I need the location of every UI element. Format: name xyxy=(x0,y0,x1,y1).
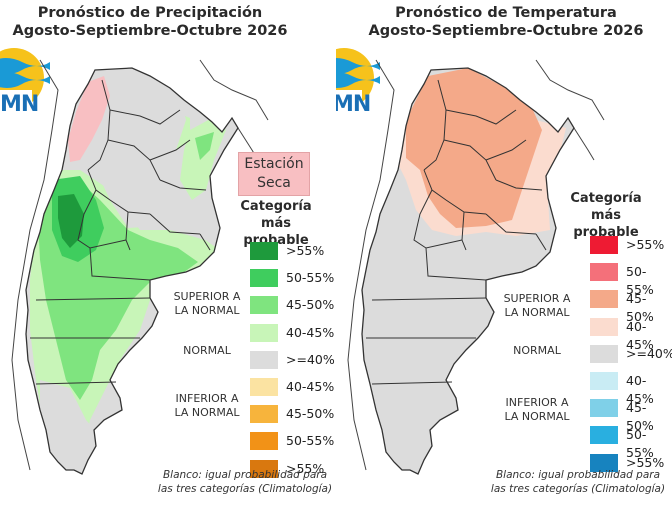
dry-season-line2: Seca xyxy=(257,175,291,191)
temp-legend-swatch-label: >55% xyxy=(626,454,665,470)
precip-legend-swatch xyxy=(250,269,278,288)
temp-superior-label: SUPERIOR A LA NORMAL xyxy=(502,292,572,320)
precip-legend-title-line1: Categoría más xyxy=(240,199,312,231)
temp-footnote-line2: las tres categorías (Climatología) xyxy=(490,483,666,495)
smn-logo-text: MN xyxy=(0,92,39,117)
smn-logo-icon xyxy=(0,48,50,112)
temperature-province-borders xyxy=(361,67,575,475)
precip-footnote-line1: Blanco: igual probabilidad para xyxy=(162,469,328,481)
precip-legend-swatch-label: 40-45% xyxy=(286,379,335,394)
temperature-title: Pronóstico de Temperatura Agosto-Septiem… xyxy=(338,4,672,40)
smn-logo-right: MN xyxy=(336,40,380,130)
temp-footnote: Blanco: igual probabilidad para las tres… xyxy=(482,468,672,496)
temp-legend-title-line2: probable xyxy=(573,225,639,240)
temp-legend-title-line1: Categoría más xyxy=(570,191,642,223)
precip-inferior-line2: LA NORMAL xyxy=(174,406,240,419)
precip-legend-swatch-label: 50-55% xyxy=(286,270,335,286)
province-borders xyxy=(25,67,239,475)
temperature-title-line2: Agosto-Septiembre-Octubre 2026 xyxy=(368,23,644,39)
temperature-title-line1: Pronóstico de Temperatura xyxy=(395,5,617,21)
temp-legend-swatch xyxy=(590,426,618,445)
temp-legend-swatch xyxy=(590,344,618,363)
precip-inferior-line1: INFERIOR A xyxy=(175,392,239,405)
temp-legend-swatch-label: 45-50% xyxy=(626,291,654,325)
temp-inferior-line2: LA NORMAL xyxy=(504,410,570,423)
precip-legend-swatch xyxy=(250,242,278,260)
precipitation-title: Pronóstico de Precipitación Agosto-Septi… xyxy=(0,4,318,40)
precip-legend-swatch-label: 50-55% xyxy=(286,433,335,449)
temp-legend-swatch xyxy=(590,317,618,336)
precip-legend-swatch xyxy=(250,296,278,315)
temp-inferior-label: INFERIOR A LA NORMAL xyxy=(502,396,572,424)
temp-legend-swatch xyxy=(590,263,618,282)
precip-legend-swatch-label: >=40% xyxy=(286,351,335,367)
precip-legend-swatch xyxy=(250,323,278,342)
temp-legend-swatch-label: 40-45% xyxy=(626,318,654,352)
precipitation-map xyxy=(11,59,269,475)
temperature-panel: Pronóstico de Temperatura Agosto-Septiem… xyxy=(336,0,672,510)
precip-legend-swatch-label: 45-50% xyxy=(286,297,335,313)
temp-legend-title: Categoría más probable xyxy=(556,190,656,241)
temp-superior-line1: SUPERIOR A xyxy=(503,292,571,305)
temp-normal-label: NORMAL xyxy=(502,344,572,358)
temp-legend-swatch xyxy=(590,453,618,472)
temp-footnote-line1: Blanco: igual probabilidad para xyxy=(495,469,661,481)
precip-legend-swatch-label: 45-50% xyxy=(286,406,335,422)
precip-legend-swatch xyxy=(250,378,278,396)
precip-legend-swatch xyxy=(250,350,278,369)
precip-legend-swatch xyxy=(250,432,278,451)
temp-legend-swatch-label: 40-45% xyxy=(626,373,654,406)
temp-legend-swatch xyxy=(590,372,618,390)
dry-season-box: Estación Seca xyxy=(238,152,310,196)
precipitation-panel: Pronóstico de Precipitación Agosto-Septi… xyxy=(0,4,336,496)
precip-legend-swatch xyxy=(250,459,278,478)
temperature-map xyxy=(347,59,605,475)
smn-logo-right-text: MN xyxy=(336,92,371,117)
precip-footnote-line2: las tres categorías (Climatología) xyxy=(157,483,333,495)
temp-legend-swatch xyxy=(590,236,618,254)
smn-logo: MN xyxy=(0,40,50,130)
temp-legend-swatch xyxy=(590,290,618,309)
temp-inferior-line1: INFERIOR A xyxy=(505,396,569,409)
temp-legend-swatch xyxy=(590,399,618,418)
dry-season-line1: Estación xyxy=(244,156,304,172)
precipitation-title-line2: Agosto-Septiembre-Octubre 2026 xyxy=(12,23,288,39)
temp-legend-swatch-label: >55% xyxy=(626,237,665,252)
temp-legend-swatch-label: >=40% xyxy=(626,345,672,361)
precip-footnote: Blanco: igual probabilidad para las tres… xyxy=(150,468,336,496)
precip-normal-label: NORMAL xyxy=(172,344,242,358)
precipitation-title-line1: Pronóstico de Precipitación xyxy=(37,5,263,21)
precip-superior-line1: SUPERIOR A xyxy=(173,290,241,303)
precip-normal-text: NORMAL xyxy=(183,344,231,357)
temp-superior-line2: LA NORMAL xyxy=(504,306,570,319)
precip-legend-swatch-label: >55% xyxy=(286,243,325,258)
smn-logo-right-icon xyxy=(336,48,380,112)
temp-legend-swatch-label: 50-55% xyxy=(626,264,654,298)
temp-normal-text: NORMAL xyxy=(513,344,561,357)
precip-legend-swatch xyxy=(250,405,278,424)
precip-legend-swatch-label: >55% xyxy=(286,460,325,476)
precip-inferior-label: INFERIOR A LA NORMAL xyxy=(172,392,242,420)
temp-legend-swatch-label: 45-50% xyxy=(626,400,654,434)
precip-legend-swatch-label: 40-45% xyxy=(286,324,335,340)
precip-superior-line2: LA NORMAL xyxy=(174,304,240,317)
precip-superior-label: SUPERIOR A LA NORMAL xyxy=(172,290,242,318)
temp-legend-swatch-label: 50-55% xyxy=(626,427,654,461)
